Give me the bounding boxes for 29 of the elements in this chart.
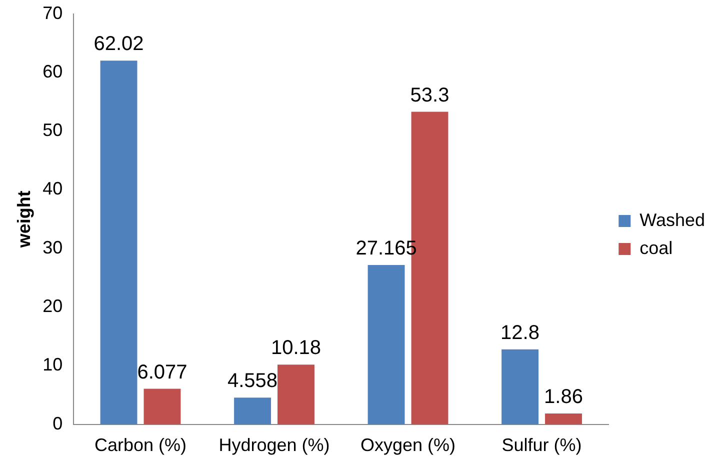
data-label: 12.8 — [500, 322, 540, 344]
y-axis-title: weight — [14, 190, 34, 249]
y-tick-label: 0 — [52, 413, 63, 434]
y-tick-label: 60 — [42, 61, 63, 82]
data-label: 1.86 — [544, 386, 583, 408]
bar — [100, 60, 138, 424]
data-label: 62.02 — [94, 33, 144, 56]
x-tick-label: Hydrogen (%) — [218, 435, 330, 456]
y-tick-label: 10 — [42, 354, 63, 375]
y-tick-label: 30 — [42, 237, 63, 258]
x-tick-label: Oxygen (%) — [360, 435, 456, 456]
bar — [234, 398, 271, 424]
data-label: 10.18 — [270, 337, 322, 360]
legend-label: Washed — [640, 210, 706, 230]
data-label: 6.077 — [137, 361, 188, 384]
legend-label: coal — [640, 238, 673, 258]
data-label: 53.3 — [410, 84, 450, 106]
bar — [278, 364, 314, 424]
bar — [368, 265, 405, 424]
x-tick-label: Sulfur (%) — [502, 435, 582, 456]
data-label: 4.558 — [227, 370, 278, 392]
y-tick-label: 50 — [42, 120, 63, 140]
bar — [502, 349, 538, 424]
bar — [545, 413, 582, 424]
bar — [144, 388, 181, 424]
x-tick-label: Carbon (%) — [94, 435, 187, 456]
y-tick-label: 70 — [42, 2, 63, 23]
y-tick-label: 40 — [42, 178, 63, 199]
y-tick-label: 20 — [42, 296, 63, 316]
